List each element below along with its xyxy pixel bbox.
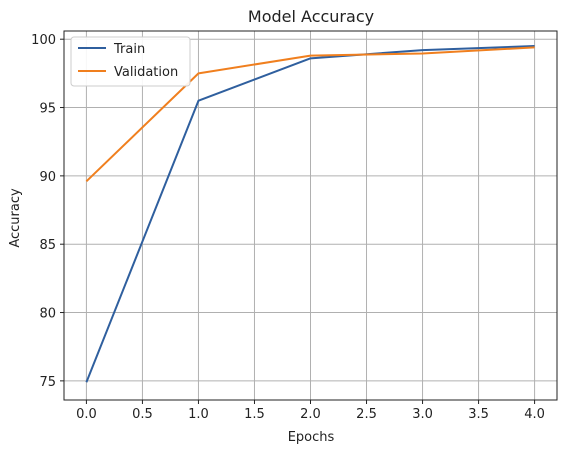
x-tick-label: 2.5 xyxy=(356,407,377,422)
x-tick-label: 1.0 xyxy=(188,407,209,422)
y-tick-label: 90 xyxy=(39,170,56,185)
series-lines xyxy=(85,45,535,383)
x-tick-label: 3.0 xyxy=(412,407,433,422)
x-tick-label: 0.5 xyxy=(132,407,153,422)
x-tick-label: 2.0 xyxy=(300,407,321,422)
x-axis-label: Epochs xyxy=(288,430,335,445)
y-tick-label: 100 xyxy=(31,33,56,48)
y-tick-label: 95 xyxy=(39,102,56,117)
y-axis-ticks: 75 80 85 90 95 100 xyxy=(31,33,64,390)
legend: Train Validation xyxy=(70,36,191,87)
y-tick-label: 85 xyxy=(39,238,56,253)
chart-title: Model Accuracy xyxy=(248,7,374,26)
x-axis-ticks: 0.0 0.5 1.0 1.5 2.0 2.5 3.0 3.5 4.0 xyxy=(76,400,545,422)
legend-box xyxy=(70,36,191,87)
x-tick-label: 3.5 xyxy=(468,407,489,422)
x-tick-label: 1.5 xyxy=(244,407,265,422)
x-tick-label: 0.0 xyxy=(76,407,97,422)
legend-label-train: Train xyxy=(113,42,145,57)
grid xyxy=(64,31,557,400)
y-tick-label: 80 xyxy=(39,307,56,322)
x-tick-label: 4.0 xyxy=(524,407,545,422)
legend-label-validation: Validation xyxy=(114,65,178,80)
y-tick-label: 75 xyxy=(39,375,56,390)
y-axis-label: Accuracy xyxy=(8,188,23,248)
